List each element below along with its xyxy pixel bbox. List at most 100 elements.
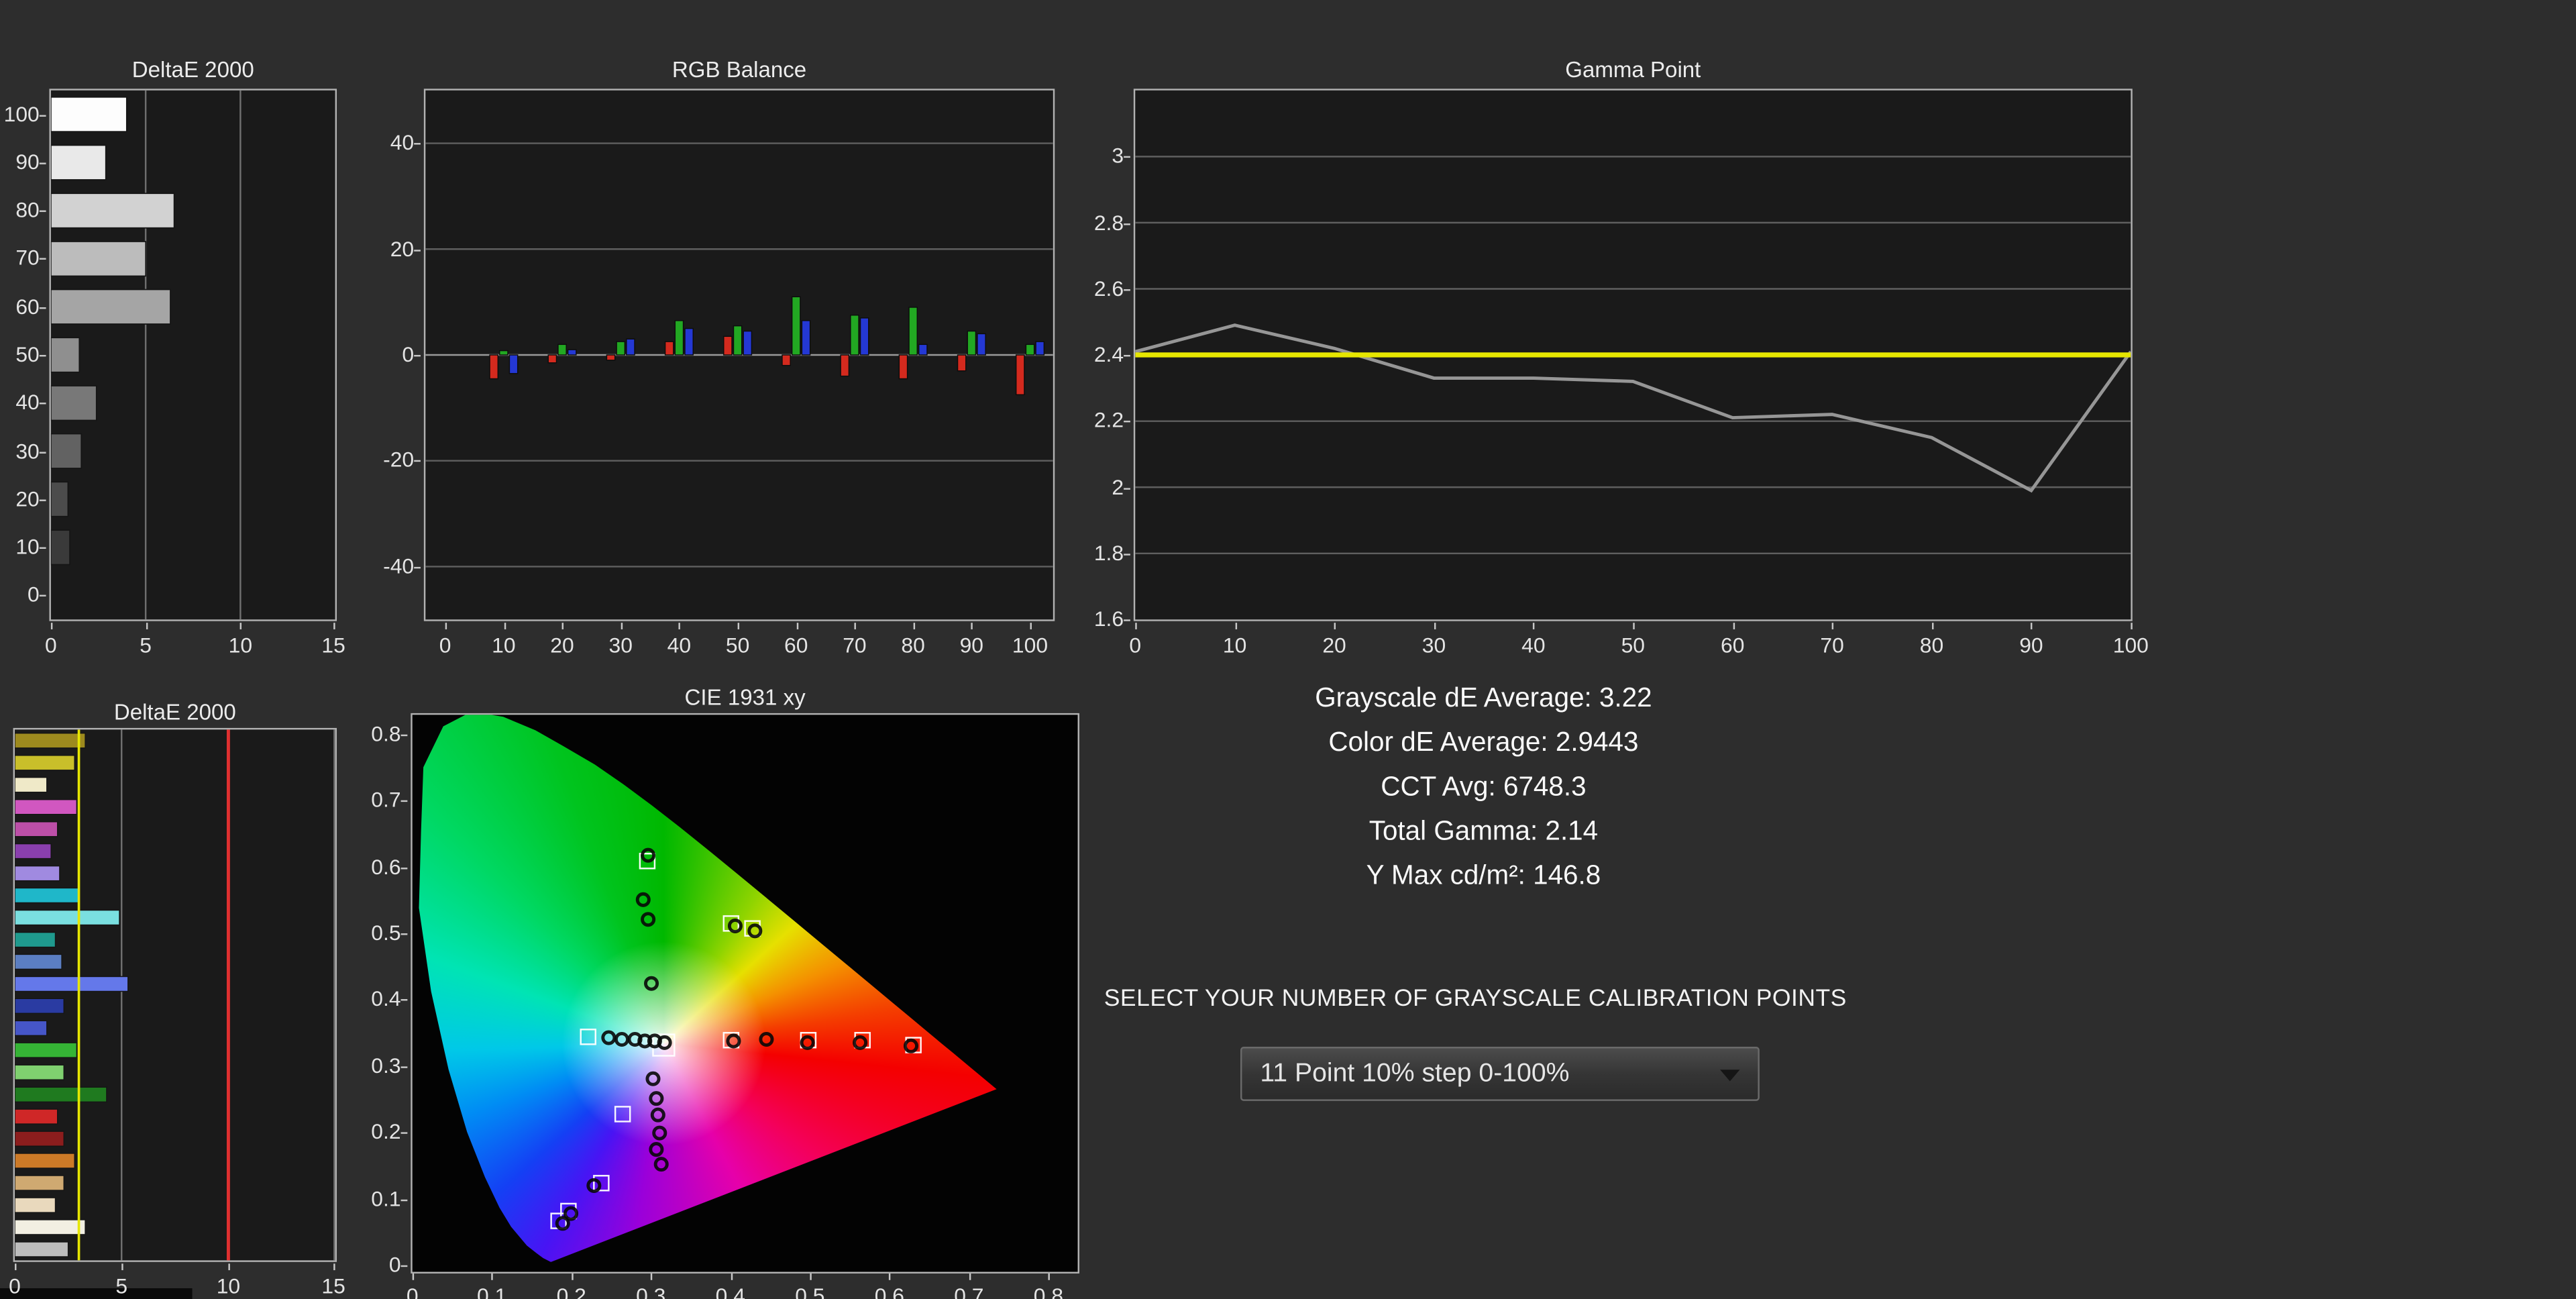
axis-tick-label: 90	[15, 149, 40, 174]
measured-point-circle	[653, 1157, 669, 1172]
stat-color-de-average: Color dE Average: 2.9443	[1328, 727, 1639, 758]
tick-mark	[400, 933, 408, 935]
chart-title-cie-1931: CIE 1931 xy	[684, 685, 806, 710]
tick-mark	[228, 1263, 230, 1271]
axis-tick-label: 10	[216, 1273, 241, 1298]
tick-mark	[796, 623, 798, 629]
axis-tick-label: 20	[1322, 632, 1346, 658]
axis-tick-label: 0.6	[371, 853, 401, 879]
deltae-bar	[50, 241, 147, 277]
tick-mark	[400, 1198, 408, 1201]
rgb-bar-green	[674, 320, 684, 356]
rgb-bar-blue	[743, 330, 753, 356]
deltae-bar	[15, 733, 86, 749]
deltae-bar	[50, 289, 171, 325]
deltae-bar	[15, 821, 58, 837]
axis-tick-label: 50	[725, 632, 750, 658]
measured-point-circle	[747, 923, 762, 938]
axis-tick-label: 2.8	[1093, 209, 1124, 234]
axis-tick-label: 0.7	[954, 1283, 984, 1299]
rgb-bar-green	[908, 307, 918, 356]
deltae-bar	[15, 798, 78, 815]
axis-tick-label: 90	[959, 632, 984, 658]
scrollbar-strip[interactable]	[0, 1288, 193, 1299]
deltae-bar	[15, 1131, 65, 1147]
rgb-bar-green	[733, 325, 743, 356]
axis-tick-label: 50	[1621, 632, 1646, 658]
stat-total-gamma: Total Gamma: 2.14	[1368, 817, 1599, 847]
tick-mark	[571, 1273, 574, 1280]
tick-mark	[913, 623, 915, 629]
tick-mark	[121, 1263, 123, 1271]
tick-mark	[414, 566, 421, 568]
axis-tick-label: 0.4	[371, 986, 401, 1012]
measured-point-circle	[759, 1032, 775, 1047]
deltae-bar	[15, 1175, 65, 1191]
tick-mark	[400, 800, 408, 802]
measured-point-circle	[614, 1031, 629, 1047]
axis-tick-label: 0.7	[371, 787, 401, 813]
rgb-bar-red	[664, 341, 674, 356]
measured-point-circle	[645, 1070, 660, 1086]
rgb-bar-green	[967, 330, 977, 356]
tick-mark	[414, 354, 421, 357]
axis-tick-label: 100	[1012, 632, 1049, 658]
measured-point-circle	[651, 1108, 666, 1123]
rgb-bar-blue	[684, 327, 694, 356]
grayscale-deltae-plot	[49, 89, 337, 621]
measured-point-circle	[800, 1035, 815, 1050]
axis-tick-label: 20	[550, 632, 574, 658]
axis-tick-label: 5	[115, 1273, 128, 1298]
axis-tick-label: 70	[843, 632, 867, 658]
measured-point-circle	[648, 1090, 663, 1106]
axis-tick-label: 0.4	[715, 1283, 745, 1299]
tick-mark	[679, 623, 681, 629]
deltae-bar	[15, 931, 56, 948]
rgb-bar-green	[499, 350, 508, 356]
chart-title-grayscale-deltae: DeltaE 2000	[131, 57, 254, 83]
tick-mark	[400, 1132, 408, 1135]
calibration-points-dropdown[interactable]: 11 Point 10% step 0-100%	[1240, 1047, 1760, 1101]
rgb-bar-green	[557, 344, 567, 356]
deltae-bar	[15, 1020, 48, 1037]
axis-tick-label: 70	[15, 246, 40, 270]
rgb-bar-red	[898, 354, 908, 380]
axis-tick-label: 60	[15, 293, 40, 319]
rgb-bar-green	[850, 314, 859, 356]
rgb-balance-plot	[423, 89, 1055, 621]
tick-mark	[414, 143, 421, 145]
measured-point-circle	[851, 1035, 867, 1050]
deltae-bar	[50, 144, 107, 180]
measured-point-circle	[641, 848, 656, 864]
tick-mark	[969, 1273, 971, 1280]
reference-target-square	[580, 1028, 597, 1045]
rgb-bar-blue	[918, 344, 928, 356]
chart-title-gamma-point: Gamma Point	[1565, 57, 1701, 83]
reference-target-square	[614, 1105, 632, 1123]
tick-mark	[333, 1263, 335, 1271]
axis-tick-label: 30	[1421, 632, 1446, 658]
tick-mark	[1124, 222, 1130, 225]
tick-mark	[39, 258, 46, 261]
tick-mark	[1124, 553, 1130, 556]
tick-mark	[400, 1265, 408, 1267]
tick-mark	[414, 460, 421, 463]
axis-tick-label: -20	[383, 448, 415, 472]
measured-point-circle	[636, 891, 651, 906]
axis-tick-label: 2	[1112, 474, 1124, 499]
measured-point-circle	[643, 976, 659, 991]
measured-point-circle	[903, 1038, 918, 1053]
tick-mark	[39, 162, 46, 164]
axis-tick-label: 0.5	[795, 1283, 825, 1299]
axis-tick-label: 1.6	[1093, 606, 1124, 631]
deltae-bar	[50, 96, 127, 133]
tick-mark	[39, 547, 46, 550]
axis-tick-label: 15	[321, 632, 345, 658]
measured-point-circle	[554, 1216, 570, 1231]
measured-point-circle	[657, 1035, 673, 1050]
tick-mark	[971, 623, 973, 629]
tick-mark	[39, 451, 46, 453]
axis-tick-label: 80	[901, 632, 925, 658]
tick-mark	[737, 623, 740, 629]
